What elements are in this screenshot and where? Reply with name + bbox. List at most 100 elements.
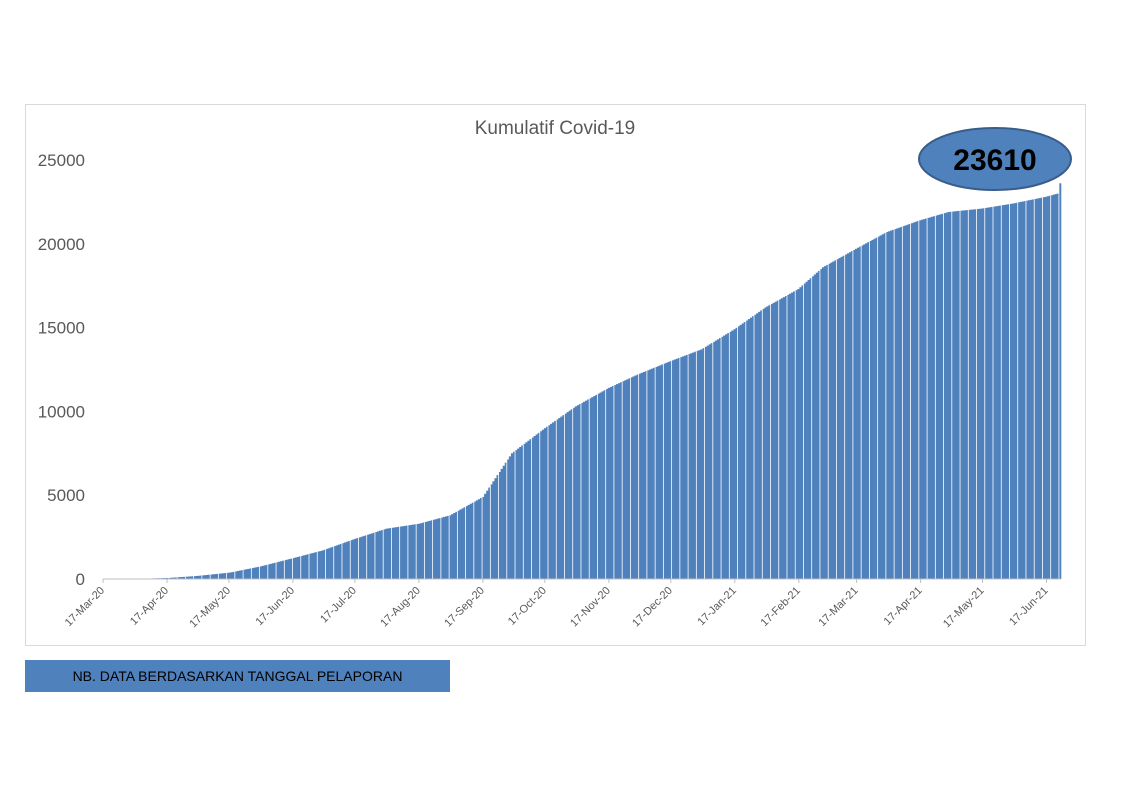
bar [793,291,796,579]
bar [315,552,318,579]
bar [475,500,479,579]
bar [387,528,390,579]
bar [208,574,211,579]
bar [170,577,174,579]
bar [1021,201,1025,580]
bar [632,376,635,579]
x-tick-label: 17-Nov-20 [568,585,613,630]
bar [644,371,648,579]
x-tick-label: 17-Mar-21 [816,585,860,629]
bar [916,221,920,579]
bar [659,365,662,579]
bar [296,556,300,579]
bar [321,550,324,579]
bar [173,577,176,579]
bar [269,563,273,579]
bar [970,209,973,579]
bar [543,428,547,579]
bar [533,436,536,579]
bar [877,236,880,580]
bar [550,423,553,579]
bar [1005,204,1008,579]
bar [195,575,199,579]
bar [935,215,938,580]
bar [725,334,728,579]
bar [381,530,384,579]
bar [819,269,823,579]
bar [453,513,456,579]
bar [1038,198,1041,579]
bar [887,231,891,579]
bar [440,517,444,579]
bar [745,320,749,579]
x-tick-label: 17-Jan-21 [695,585,739,629]
bar [521,445,524,579]
bar [397,526,400,579]
bar [782,297,786,579]
bar [883,233,887,579]
bar [1015,202,1019,580]
bar [226,572,229,579]
bar [214,574,217,579]
bar [218,573,221,579]
bar [852,249,856,580]
bar [309,553,312,579]
bar [873,238,876,579]
bar [401,526,405,579]
bar [766,306,769,579]
bar [210,574,213,579]
bar [1025,200,1029,579]
bar [393,527,396,579]
bar [890,230,893,579]
bar [372,532,376,579]
bar [348,540,351,579]
bar [980,208,984,579]
bar [580,402,584,579]
bar [615,384,619,579]
bar [815,272,819,579]
bar [197,575,201,579]
bar [545,426,549,579]
y-tick-label: 5000 [47,486,85,505]
bar [712,341,716,579]
bar [1054,194,1058,579]
bar [278,561,281,579]
bar [986,207,990,579]
bar [898,227,901,580]
bar [337,544,341,579]
bar [739,324,742,579]
bar [838,258,841,579]
bar [795,290,798,579]
bar [988,207,992,579]
bar [997,205,1000,580]
bar [1017,202,1021,579]
bar [360,536,363,579]
bar [786,294,790,579]
bar [166,577,170,579]
callout-ellipse [918,127,1072,191]
data-note: NB. DATA BERDASARKAN TANGGAL PELAPORAN [25,660,450,692]
callout-value: 23610 [953,144,1036,177]
bar [230,572,234,579]
bar [638,373,642,579]
bar [583,401,586,579]
bar [368,534,372,579]
y-tick-label: 10000 [38,402,85,421]
bar [313,552,316,579]
bar [974,209,977,580]
bar [529,439,532,579]
bar [1009,203,1012,579]
bar [1036,198,1039,580]
bar [842,255,845,580]
bar [1013,203,1016,579]
bar [374,532,378,579]
bar [906,224,909,580]
bar [1040,197,1043,579]
bar [228,572,232,579]
bar [735,327,738,579]
bar [630,377,633,579]
bar [183,576,186,579]
bar [434,519,438,579]
bar [1011,203,1014,579]
bar [370,533,374,579]
